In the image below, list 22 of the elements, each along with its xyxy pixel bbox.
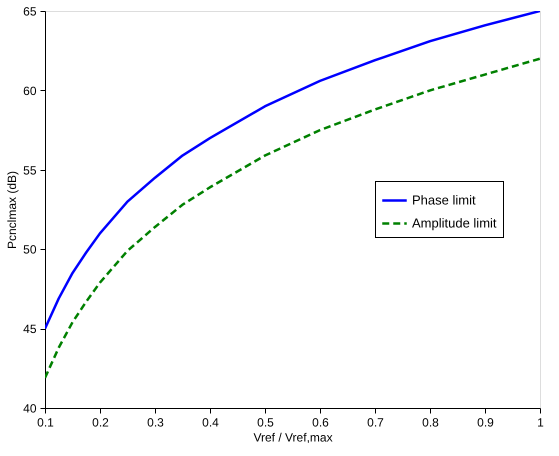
line-series [45,57,540,380]
x-tick-label: 0.1 [37,416,54,430]
x-tick-label: 1 [537,416,544,430]
y-tick-label: 50 [23,242,37,257]
line-series [45,11,540,330]
y-tick-label: 65 [23,4,37,18]
x-tick-label: 0.2 [92,416,110,430]
y-tick-label: 55 [23,163,37,178]
legend-label: Phase limit [412,192,476,208]
x-tick-label: 0.5 [257,416,274,430]
y-tick-label: 60 [23,84,37,98]
x-tick-label: 0.7 [367,416,384,430]
x-tick-label: 0.9 [477,416,494,430]
x-axis-title: Vref / Vref,max [253,430,333,444]
y-tick-label: 40 [23,402,37,416]
x-tick-label: 0.8 [422,416,440,430]
x-tick-label: 0.4 [202,416,220,430]
y-axis-title: Pcnclmax (dB) [5,170,20,250]
x-tick-label: 0.6 [312,416,330,430]
y-tick-label: 45 [23,322,37,336]
legend-label: Amplitude limit [412,216,497,230]
x-tick-label: 0.3 [147,416,164,430]
